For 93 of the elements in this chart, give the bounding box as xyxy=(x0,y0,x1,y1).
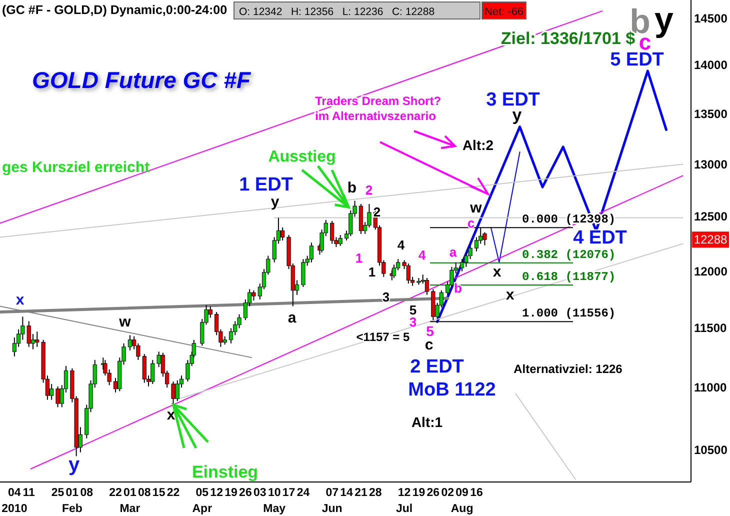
y-tick-label: 14500 xyxy=(694,11,728,26)
x-tick-label: 28 xyxy=(369,487,382,499)
annotation: 1 EDT xyxy=(239,174,294,196)
y-tick-label: 13000 xyxy=(694,157,728,172)
annotation: MoB 1122 xyxy=(408,380,496,400)
x-tick-label: 08 xyxy=(80,487,94,499)
quote-box: O: 12342 H: 12356 L: 12236 C: 12288 xyxy=(234,2,480,20)
x-tick-label: 14 xyxy=(340,487,354,499)
y-tick-label: 12500 xyxy=(694,210,728,224)
annotation: O: 12342 H: 12356 L: 12236 C: 12288 xyxy=(239,6,435,18)
annotation: 5 xyxy=(426,323,434,339)
annotation: y xyxy=(654,1,674,39)
annotation: 2 EDT xyxy=(410,356,464,378)
annotation: Einstieg xyxy=(192,462,258,482)
x-tick-label: 26 xyxy=(239,487,252,499)
y-tick-label: 10500 xyxy=(694,442,728,457)
x-tick-label: 16 xyxy=(470,487,483,499)
candlestick xyxy=(424,277,430,296)
candlestick xyxy=(128,334,132,351)
annotation: w xyxy=(469,200,482,216)
y-tick-label: 11000 xyxy=(694,380,728,395)
candlestick xyxy=(208,306,212,318)
annotation: 4 xyxy=(418,248,426,262)
annotation: Alternativziel: 1226 xyxy=(514,362,623,376)
annotation: y xyxy=(270,194,280,210)
annotation: Alt:2 xyxy=(462,137,494,153)
annotation: 5 xyxy=(409,302,417,318)
annotation: c xyxy=(467,216,475,230)
x-tick-label: 17 xyxy=(282,487,296,499)
y-tick-label: 11500 xyxy=(694,321,728,336)
y-tick-label: 12000 xyxy=(694,264,728,278)
candlestick xyxy=(338,234,342,246)
annotation: 4 EDT xyxy=(573,228,628,248)
annotation: 2 xyxy=(373,204,381,220)
candlestick xyxy=(56,386,60,408)
candlestick xyxy=(171,381,176,406)
annotation: 4 xyxy=(397,238,406,252)
annotation: x xyxy=(506,286,515,304)
x-tick-label: 12 xyxy=(210,487,223,499)
candlestick xyxy=(330,220,334,244)
x-tick-label: 26 xyxy=(426,487,440,499)
annotation: x xyxy=(166,406,176,424)
price-tag: 12288 xyxy=(692,232,729,248)
annotation: 1 xyxy=(368,264,376,280)
annotation: 3 xyxy=(382,290,390,304)
y-tick-label: 13500 xyxy=(694,106,728,121)
annotation: w xyxy=(118,314,132,330)
candlestick xyxy=(406,263,410,284)
ref-line-label: 0.382 (12076) xyxy=(522,248,616,262)
annotation: 2 xyxy=(365,182,373,198)
annotation: x xyxy=(492,264,502,280)
x-tick-label: 22 xyxy=(166,487,180,499)
annotation: b xyxy=(347,180,357,196)
x-tick-label: 19 xyxy=(224,487,238,499)
annotation: 1 xyxy=(355,250,363,266)
x-tick-label: 21 xyxy=(354,487,368,499)
annotation: <1157 = 5 xyxy=(356,330,410,344)
candlestick xyxy=(175,380,180,402)
annotation: Net: -66 xyxy=(484,6,524,18)
text: GOLD Future GC #F xyxy=(32,67,252,93)
candlestick xyxy=(26,320,31,348)
ref-line-label: 1.000 (11556) xyxy=(522,306,616,321)
annotation: c xyxy=(424,336,434,354)
candlestick xyxy=(309,242,314,263)
ref-line-label: 0.618 (11877) xyxy=(522,270,616,284)
annotation: Alt:1 xyxy=(411,414,443,430)
candlestick xyxy=(252,290,256,302)
x-tick-label: 12 Jul xyxy=(396,487,413,515)
x-tick-label: 03 xyxy=(254,487,266,499)
annotation: ges Kursziel erreicht xyxy=(2,159,150,176)
chart-subtitle: (GC #F - GOLD,D) Dynamic,0:00-24:00 xyxy=(2,3,228,17)
x-tick-label: 11 xyxy=(22,487,36,499)
candlestick xyxy=(482,232,487,246)
candlestick xyxy=(280,226,285,241)
annotation: 5 EDT xyxy=(610,50,664,70)
x-tick-label: 22 xyxy=(109,487,122,499)
candlestick xyxy=(301,258,306,288)
x-tick-label: 15 xyxy=(152,487,166,499)
x-tick-label: 02 xyxy=(441,487,454,499)
x-tick-label: 24 xyxy=(296,487,310,499)
candlestick xyxy=(142,354,146,384)
x-tick-label: 08 xyxy=(138,487,152,499)
x-tick-label: 25 xyxy=(51,487,65,499)
annotation: Ausstieg xyxy=(268,148,336,166)
annotation: a xyxy=(449,244,458,260)
y-tick-label: 14000 xyxy=(694,58,728,72)
annotation: a xyxy=(288,310,297,326)
candlestick xyxy=(50,383,54,400)
x-tick-label: 19 xyxy=(412,487,426,499)
annotation: x xyxy=(16,292,25,308)
change-box: Net: -66 xyxy=(482,2,526,20)
annotation: 3 xyxy=(409,314,417,330)
annotation: y xyxy=(68,454,80,476)
